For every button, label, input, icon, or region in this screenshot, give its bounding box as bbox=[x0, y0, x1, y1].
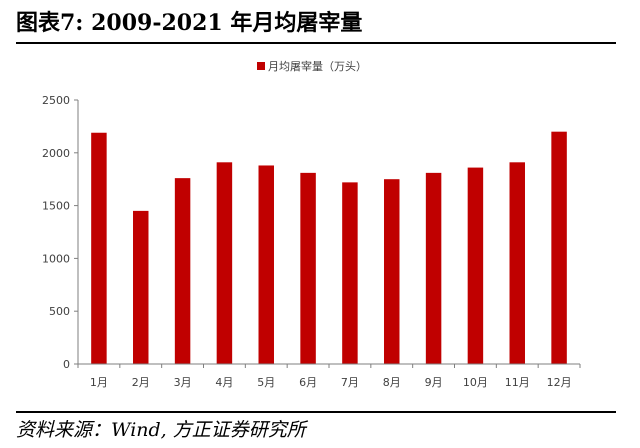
y-tick-label: 0 bbox=[63, 358, 70, 371]
legend-label: 月均屠宰量（万头） bbox=[268, 59, 367, 73]
chart-legend: 月均屠宰量（万头） bbox=[257, 59, 367, 73]
x-tick-label: 11月 bbox=[505, 376, 530, 389]
bar-11 bbox=[509, 162, 525, 364]
x-tick-label: 12月 bbox=[547, 376, 572, 389]
y-tick-label: 500 bbox=[49, 305, 70, 318]
x-tick-label: 10月 bbox=[463, 376, 488, 389]
y-tick-label: 1000 bbox=[42, 252, 70, 265]
bar-6 bbox=[300, 172, 316, 364]
x-tick-label: 6月 bbox=[299, 376, 317, 389]
bar-12 bbox=[551, 131, 567, 364]
y-axis: 0 500 1000 1500 2000 2500 bbox=[42, 94, 79, 371]
bars bbox=[91, 131, 567, 364]
bar-9 bbox=[425, 172, 442, 364]
bar-7 bbox=[342, 182, 358, 364]
x-tick-label: 1月 bbox=[90, 376, 108, 389]
title-rule bbox=[16, 42, 616, 44]
x-axis: 1月 2月 3月 4月 5月 6月 7月 8月 9月 10月 11月 12月 bbox=[77, 363, 581, 389]
bar-10 bbox=[467, 167, 484, 364]
y-tick-label: 1500 bbox=[42, 200, 70, 213]
source-note: 资料来源：Wind, 方正证券研究所 bbox=[16, 419, 306, 441]
x-tick-label: 2月 bbox=[132, 376, 150, 389]
bar-2 bbox=[133, 210, 149, 364]
x-tick-label: 4月 bbox=[215, 376, 233, 389]
bar-1 bbox=[91, 132, 107, 364]
source-rule bbox=[16, 411, 616, 413]
bar-5 bbox=[258, 165, 274, 364]
figure-title: 图表7: 2009-2021 年月均屠宰量 bbox=[16, 10, 363, 36]
y-tick-label: 2000 bbox=[42, 147, 70, 160]
x-tick-label: 3月 bbox=[174, 376, 192, 389]
x-tick-label: 5月 bbox=[257, 376, 275, 389]
y-tick-label: 2500 bbox=[42, 94, 70, 107]
bar-4 bbox=[216, 162, 233, 364]
bar-chart: 月均屠宰量（万头） 0 500 1000 1500 2000 2500 1月 2月 3月 4月 5… bbox=[42, 59, 581, 389]
x-tick-label: 7月 bbox=[341, 376, 359, 389]
bar-8 bbox=[384, 179, 400, 364]
bar-3 bbox=[174, 178, 191, 364]
x-tick-label: 8月 bbox=[383, 376, 401, 389]
legend-swatch bbox=[257, 62, 265, 70]
x-tick-label: 9月 bbox=[425, 376, 443, 389]
